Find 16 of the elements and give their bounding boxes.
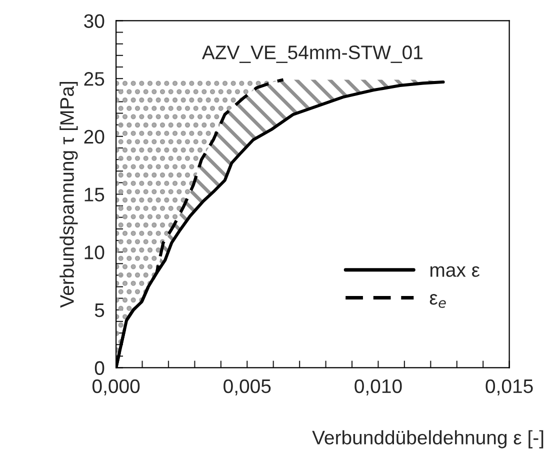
y-tick-label: 5 — [94, 304, 104, 318]
legend-label: max ε — [430, 266, 480, 277]
y-axis-title: Verbundspannung τ [MPa] — [60, 82, 78, 308]
annotation: AZV_VE_54mm-STW_01 — [202, 46, 422, 63]
y-tick-label: 20 — [84, 130, 104, 144]
y-tick-label: 10 — [84, 246, 104, 260]
x-axis-title: Verbunddübeldehnung ε [-] — [312, 430, 544, 448]
x-tick-label: 0,000 — [92, 379, 140, 396]
legend-label: ε$_{e}$ — [430, 294, 446, 308]
y-tick-label: 30 — [84, 14, 104, 28]
y-tick-label: 25 — [84, 72, 104, 86]
x-tick-label: 0,005 — [224, 379, 271, 396]
y-tick-label: 15 — [84, 188, 104, 202]
x-tick-label: 0,015 — [486, 379, 533, 396]
y-tick-label: 0 — [94, 361, 104, 375]
x-tick-label: 0,010 — [354, 379, 402, 396]
